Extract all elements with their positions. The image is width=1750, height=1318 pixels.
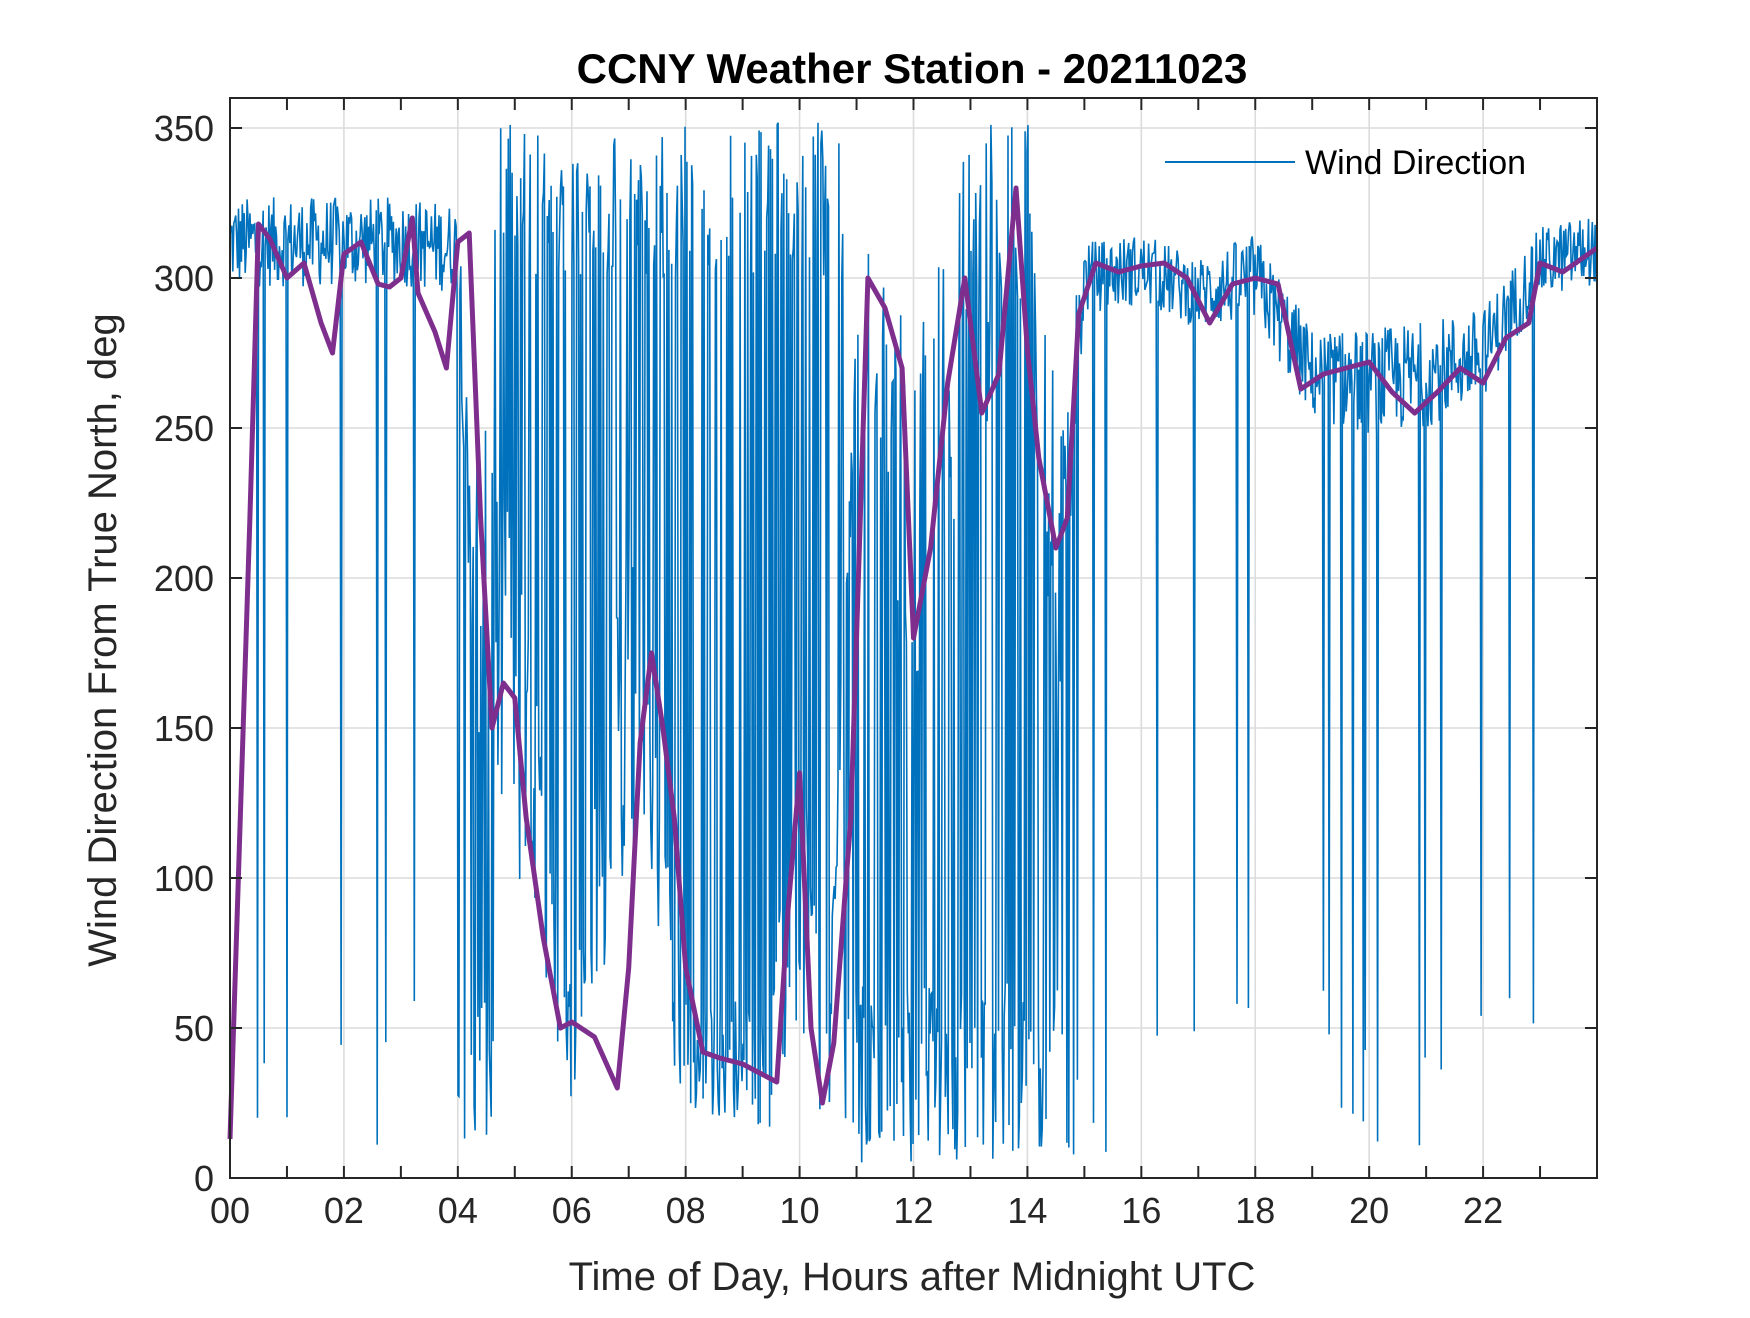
axes: 00 02 04 06 08 10 12 14 16 18 20 22 0 50 100 150 200 250 3… bbox=[154, 97, 1598, 1231]
x-tick-label: 16 bbox=[1121, 1190, 1161, 1231]
x-tick-label: 08 bbox=[666, 1190, 706, 1231]
x-tick-label: 20 bbox=[1349, 1190, 1389, 1231]
x-tick-label: 04 bbox=[438, 1190, 478, 1231]
legend-label-wind-direction: Wind Direction bbox=[1305, 144, 1526, 182]
chart-title: CCNY Weather Station - 20211023 bbox=[577, 45, 1248, 92]
x-tick-label: 14 bbox=[1007, 1190, 1047, 1231]
y-tick-label: 150 bbox=[154, 708, 214, 749]
series-line-wind-direction bbox=[229, 122, 1598, 1163]
x-tick-label: 06 bbox=[552, 1190, 592, 1231]
y-tick-label: 50 bbox=[174, 1008, 214, 1049]
plot-series bbox=[227, 122, 1599, 1163]
y-tick-label: 250 bbox=[154, 408, 214, 449]
x-axis-title: Time of Day, Hours after Midnight UTC bbox=[569, 1255, 1256, 1299]
y-axis-title: Wind Direction From True North, deg bbox=[81, 313, 125, 967]
x-tick-label: 18 bbox=[1235, 1190, 1275, 1231]
x-tick-label: 10 bbox=[780, 1190, 820, 1231]
y-tick-label: 0 bbox=[194, 1158, 214, 1199]
y-tick-label: 300 bbox=[154, 258, 214, 299]
y-tick-label: 350 bbox=[154, 108, 214, 149]
legend: Wind Direction bbox=[1165, 144, 1526, 182]
y-tick-label: 200 bbox=[154, 558, 214, 599]
x-tick-label: 00 bbox=[210, 1190, 250, 1231]
x-tick-label: 12 bbox=[893, 1190, 933, 1231]
y-tick-label: 100 bbox=[154, 858, 214, 899]
series-line-smoothed bbox=[227, 185, 1599, 1140]
x-tick-label: 22 bbox=[1463, 1190, 1503, 1231]
x-tick-label: 02 bbox=[324, 1190, 364, 1231]
